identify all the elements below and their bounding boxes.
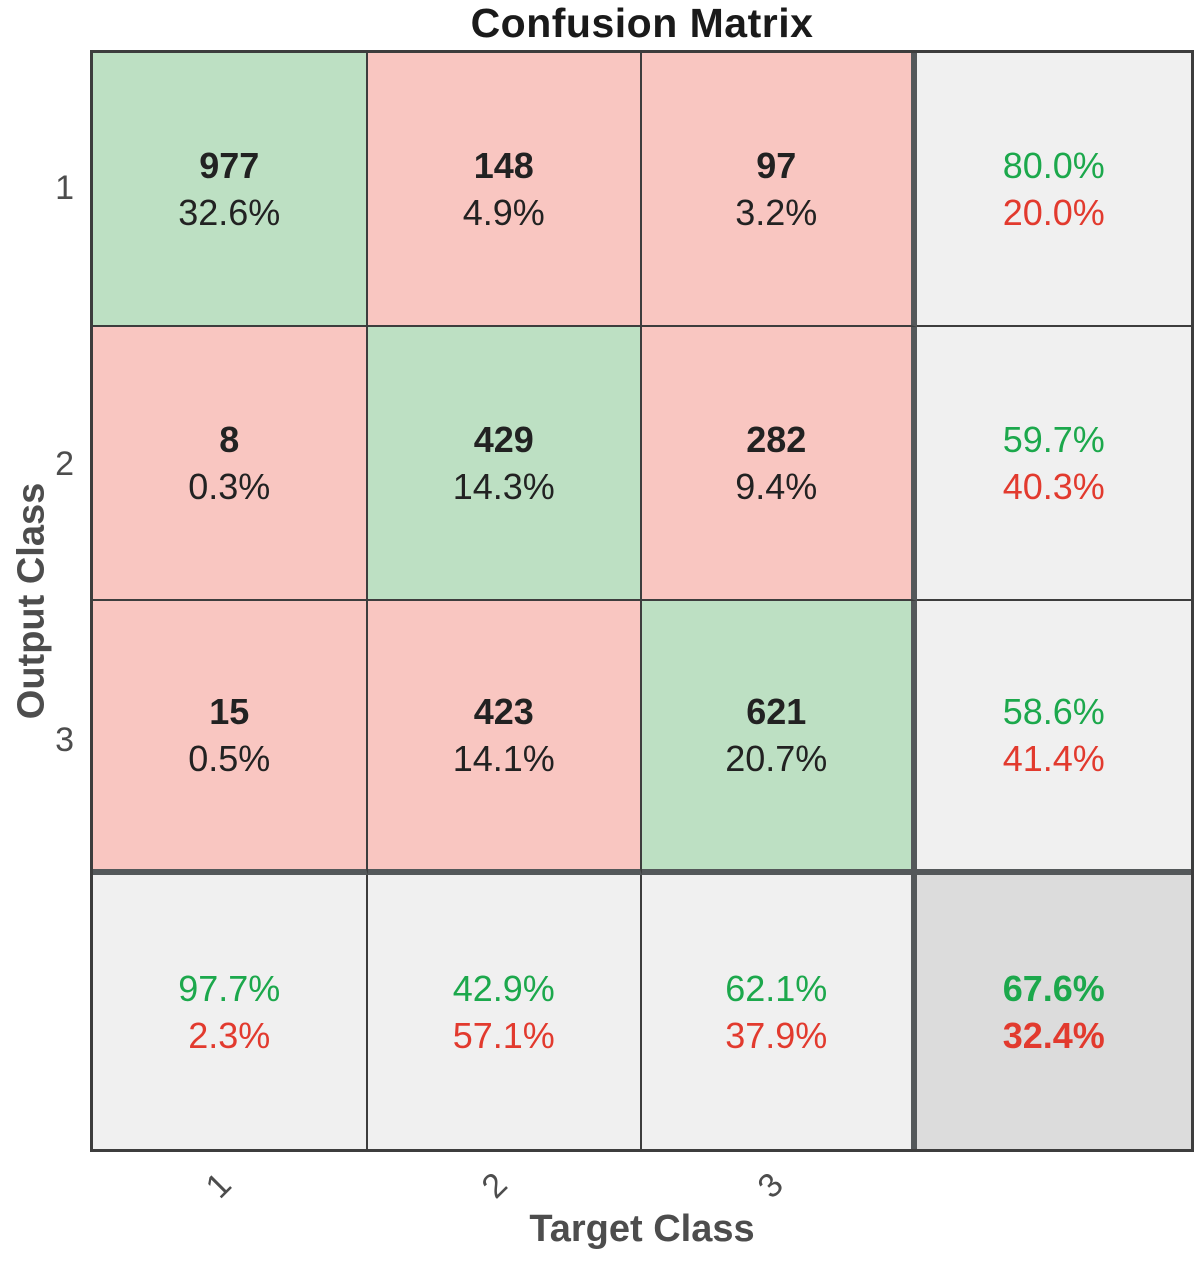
cell-count: 15 — [209, 691, 250, 732]
overall-accuracy-cell: 67.6% 32.4% — [916, 875, 1191, 1149]
cell-percent: 0.5% — [188, 738, 271, 779]
matrix-cell-r3c3: 621 20.7% — [642, 601, 917, 875]
cell-percent: 14.3% — [452, 466, 555, 507]
cell-percent: 3.2% — [735, 192, 818, 233]
col-summary-2: 42.9% 57.1% — [367, 875, 642, 1149]
cell-count: 423 — [473, 691, 534, 732]
x-axis-label: Target Class — [529, 1208, 755, 1250]
row-error-percent: 40.3% — [1002, 466, 1105, 507]
y-axis-label-text: Output Class — [10, 482, 53, 720]
col-recall-percent: 97.7% — [178, 968, 281, 1009]
matrix-cell-r1c3: 97 3.2% — [642, 53, 917, 327]
cell-percent: 14.1% — [452, 738, 555, 779]
cell-percent: 32.6% — [178, 192, 281, 233]
cell-count: 429 — [473, 419, 534, 460]
cell-percent: 9.4% — [735, 466, 818, 507]
chart-title: Confusion Matrix — [470, 0, 814, 46]
matrix-cell-r1c2: 148 4.9% — [367, 53, 642, 327]
overall-accuracy-percent: 67.6% — [1002, 968, 1105, 1009]
row-error-percent: 41.4% — [1002, 738, 1105, 779]
matrix-cell-r3c1: 15 0.5% — [93, 601, 368, 875]
y-tick-3: 3 — [55, 721, 74, 759]
y-tick-1: 1 — [55, 169, 74, 207]
col-error-percent: 57.1% — [452, 1015, 555, 1056]
cell-count: 148 — [473, 145, 534, 186]
col-error-percent: 37.9% — [725, 1015, 828, 1056]
matrix-cell-r2c3: 282 9.4% — [642, 327, 917, 601]
matrix-cell-r2c2: 429 14.3% — [367, 327, 642, 601]
cell-percent: 4.9% — [462, 192, 545, 233]
row-summary-1: 80.0% 20.0% — [916, 53, 1191, 327]
col-summary-1: 97.7% 2.3% — [93, 875, 368, 1149]
row-precision-percent: 58.6% — [1002, 691, 1105, 732]
overall-error-percent: 32.4% — [1002, 1015, 1105, 1056]
matrix-grid: 977 32.6% 148 4.9% 97 3.2% 80.0% 20.0% 8… — [90, 50, 1194, 1152]
row-precision-percent: 59.7% — [1002, 419, 1105, 460]
col-recall-percent: 42.9% — [452, 968, 555, 1009]
row-precision-percent: 80.0% — [1002, 145, 1105, 186]
row-summary-3: 58.6% 41.4% — [916, 601, 1191, 875]
cell-count: 97 — [756, 145, 797, 186]
cell-count: 977 — [199, 145, 260, 186]
cell-percent: 0.3% — [188, 466, 271, 507]
cell-count: 282 — [746, 419, 807, 460]
row-summary-2: 59.7% 40.3% — [916, 327, 1191, 601]
col-recall-percent: 62.1% — [725, 968, 828, 1009]
col-error-percent: 2.3% — [188, 1015, 271, 1056]
matrix-cell-r1c1: 977 32.6% — [93, 53, 368, 327]
y-tick-2: 2 — [55, 445, 74, 483]
col-summary-3: 62.1% 37.9% — [642, 875, 917, 1149]
row-error-percent: 20.0% — [1002, 192, 1105, 233]
matrix-cell-r3c2: 423 14.1% — [367, 601, 642, 875]
cell-count: 621 — [746, 691, 807, 732]
cell-count: 8 — [219, 419, 240, 460]
cell-percent: 20.7% — [725, 738, 828, 779]
matrix-cell-r2c1: 8 0.3% — [93, 327, 368, 601]
